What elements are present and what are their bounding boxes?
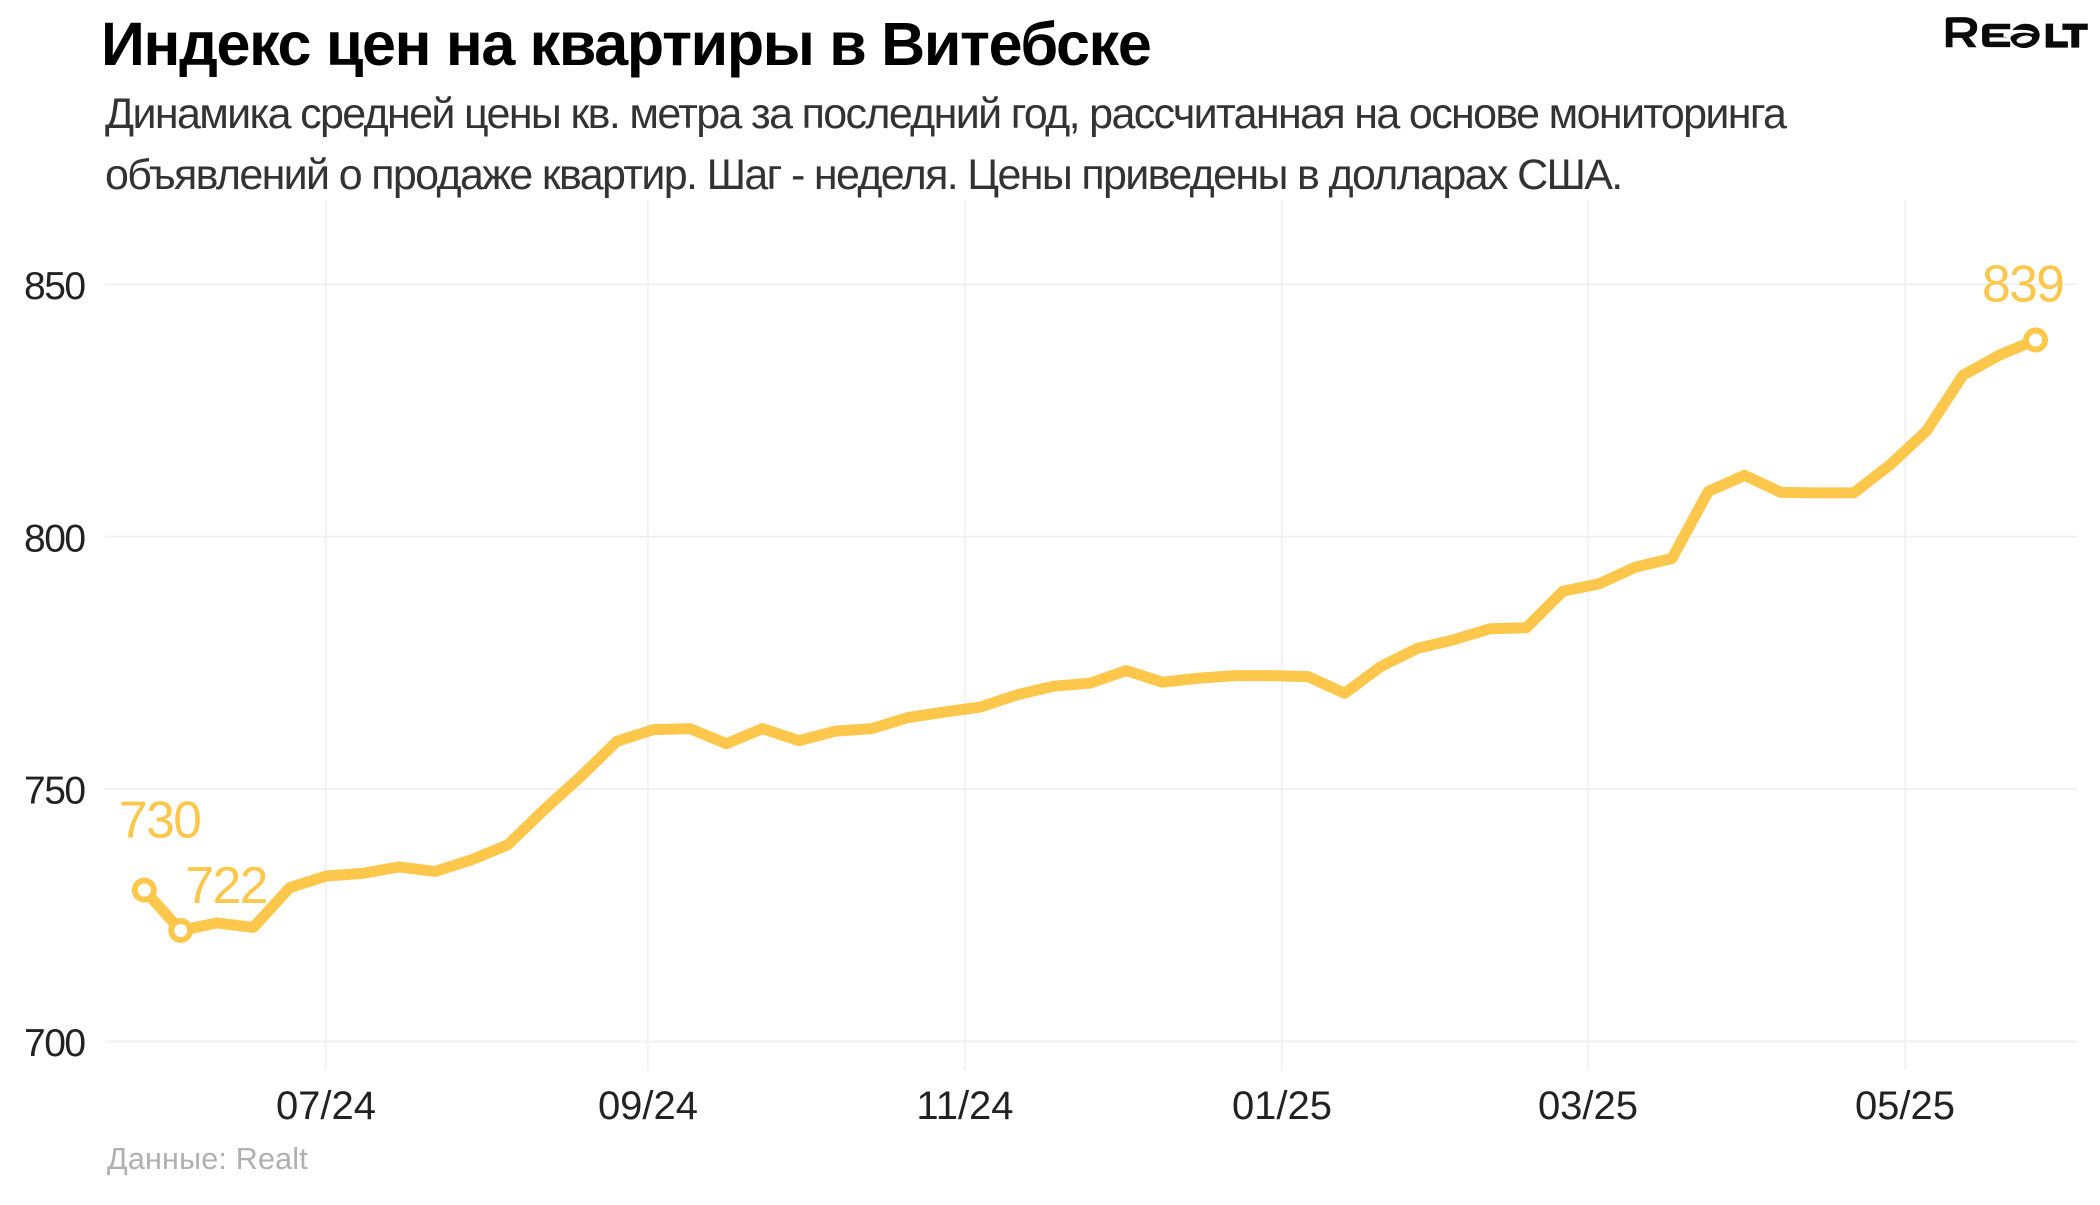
svg-text:700: 700 [24,1022,85,1065]
svg-text:750: 750 [24,770,85,813]
svg-text:11/24: 11/24 [916,1084,1013,1128]
svg-text:Динамика средней цены кв. метр: Динамика средней цены кв. метра за после… [105,90,1787,138]
svg-text:722: 722 [186,856,267,914]
svg-text:05/25: 05/25 [1855,1084,1955,1128]
svg-text:800: 800 [24,517,85,560]
svg-text:850: 850 [24,265,85,308]
svg-text:03/25: 03/25 [1538,1084,1638,1128]
svg-text:839: 839 [1982,255,2063,313]
svg-text:07/24: 07/24 [276,1084,376,1128]
svg-text:01/25: 01/25 [1232,1084,1332,1128]
svg-text:730: 730 [119,791,200,849]
svg-text:09/24: 09/24 [598,1084,698,1128]
svg-text:Данные: Realt: Данные: Realt [107,1142,308,1176]
svg-text:Индекс цен на квартиры в Витеб: Индекс цен на квартиры в Витебске [101,10,1151,78]
svg-text:объявлений о продаже квартир.: объявлений о продаже квартир. Шаг - неде… [105,151,1622,199]
